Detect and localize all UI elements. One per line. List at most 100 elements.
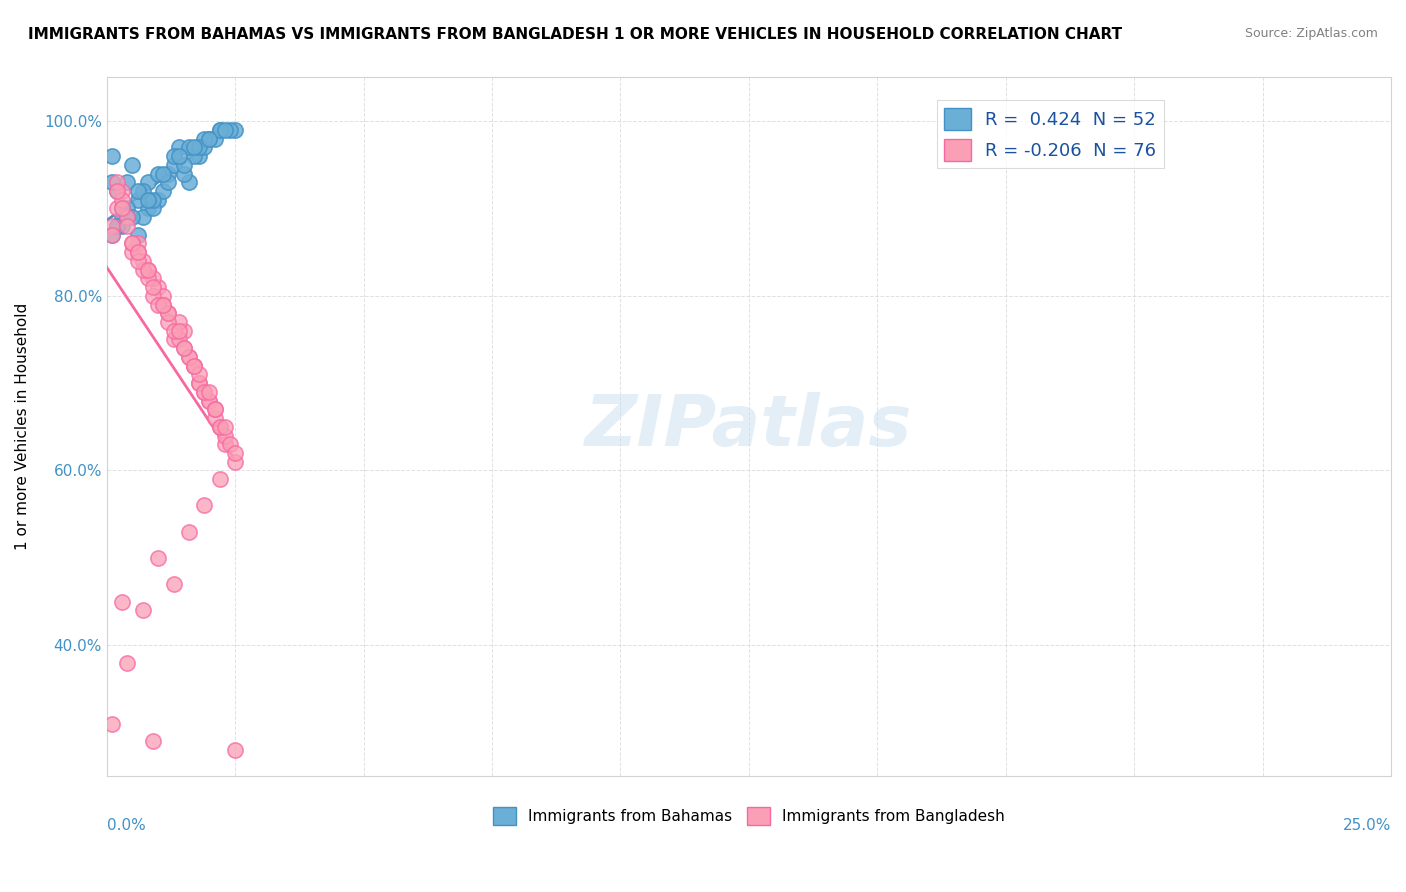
Point bbox=[208, 419, 231, 434]
Point bbox=[198, 131, 221, 145]
Point bbox=[152, 167, 174, 181]
Point bbox=[167, 140, 190, 154]
Point bbox=[167, 315, 190, 329]
Point bbox=[214, 123, 236, 137]
Point bbox=[208, 472, 231, 486]
Point bbox=[219, 123, 242, 137]
Point bbox=[101, 175, 124, 189]
Point bbox=[142, 289, 165, 303]
Point bbox=[193, 140, 215, 154]
Point bbox=[198, 393, 221, 408]
Point bbox=[152, 297, 174, 311]
Point bbox=[152, 289, 174, 303]
Point bbox=[224, 743, 246, 757]
Point bbox=[117, 656, 139, 670]
Point bbox=[132, 184, 155, 198]
Point bbox=[219, 437, 242, 451]
Point bbox=[157, 175, 180, 189]
Point bbox=[117, 175, 139, 189]
Point bbox=[101, 227, 124, 242]
Point bbox=[193, 384, 215, 399]
Point bbox=[157, 315, 180, 329]
Point bbox=[121, 236, 143, 251]
Point bbox=[188, 368, 211, 382]
Point bbox=[105, 184, 128, 198]
Point bbox=[142, 202, 165, 216]
Point bbox=[127, 253, 149, 268]
Point bbox=[117, 210, 139, 224]
Point bbox=[177, 524, 200, 539]
Point bbox=[224, 123, 246, 137]
Point bbox=[121, 210, 143, 224]
Point bbox=[111, 594, 134, 608]
Point bbox=[111, 210, 134, 224]
Point bbox=[167, 324, 190, 338]
Point bbox=[162, 324, 184, 338]
Point bbox=[127, 193, 149, 207]
Point bbox=[167, 149, 190, 163]
Point bbox=[162, 333, 184, 347]
Point bbox=[204, 402, 226, 417]
Point bbox=[111, 202, 134, 216]
Point bbox=[111, 193, 134, 207]
Point bbox=[188, 376, 211, 391]
Point bbox=[214, 419, 236, 434]
Point bbox=[193, 499, 215, 513]
Point bbox=[117, 219, 139, 233]
Point bbox=[167, 333, 190, 347]
Text: Source: ZipAtlas.com: Source: ZipAtlas.com bbox=[1244, 27, 1378, 40]
Legend: Immigrants from Bahamas, Immigrants from Bangladesh: Immigrants from Bahamas, Immigrants from… bbox=[486, 801, 1011, 831]
Point bbox=[132, 603, 155, 617]
Point bbox=[162, 577, 184, 591]
Y-axis label: 1 or more Vehicles in Household: 1 or more Vehicles in Household bbox=[15, 303, 30, 550]
Point bbox=[136, 271, 159, 285]
Point bbox=[173, 158, 195, 172]
Point bbox=[121, 236, 143, 251]
Point bbox=[127, 184, 149, 198]
Point bbox=[208, 123, 231, 137]
Point bbox=[162, 149, 184, 163]
Point bbox=[183, 359, 205, 373]
Point bbox=[121, 158, 143, 172]
Point bbox=[183, 140, 205, 154]
Point bbox=[224, 446, 246, 460]
Point bbox=[183, 359, 205, 373]
Point bbox=[101, 227, 124, 242]
Point bbox=[157, 306, 180, 320]
Point bbox=[117, 202, 139, 216]
Text: ZIPatlas: ZIPatlas bbox=[585, 392, 912, 461]
Point bbox=[157, 167, 180, 181]
Point bbox=[214, 428, 236, 442]
Point bbox=[198, 393, 221, 408]
Point bbox=[132, 262, 155, 277]
Point bbox=[152, 184, 174, 198]
Point bbox=[142, 280, 165, 294]
Point bbox=[132, 253, 155, 268]
Point bbox=[142, 734, 165, 748]
Point bbox=[146, 280, 169, 294]
Point bbox=[183, 149, 205, 163]
Point bbox=[173, 341, 195, 355]
Point bbox=[142, 193, 165, 207]
Point bbox=[208, 419, 231, 434]
Point bbox=[136, 193, 159, 207]
Text: 0.0%: 0.0% bbox=[107, 818, 145, 833]
Point bbox=[183, 359, 205, 373]
Point bbox=[101, 149, 124, 163]
Point bbox=[127, 245, 149, 260]
Point bbox=[173, 324, 195, 338]
Point bbox=[146, 167, 169, 181]
Point bbox=[127, 236, 149, 251]
Point bbox=[188, 376, 211, 391]
Point bbox=[204, 411, 226, 425]
Point bbox=[105, 219, 128, 233]
Point bbox=[173, 341, 195, 355]
Point bbox=[173, 167, 195, 181]
Point bbox=[105, 202, 128, 216]
Point bbox=[188, 140, 211, 154]
Point bbox=[105, 184, 128, 198]
Point bbox=[111, 184, 134, 198]
Point bbox=[105, 219, 128, 233]
Point bbox=[127, 245, 149, 260]
Point bbox=[117, 210, 139, 224]
